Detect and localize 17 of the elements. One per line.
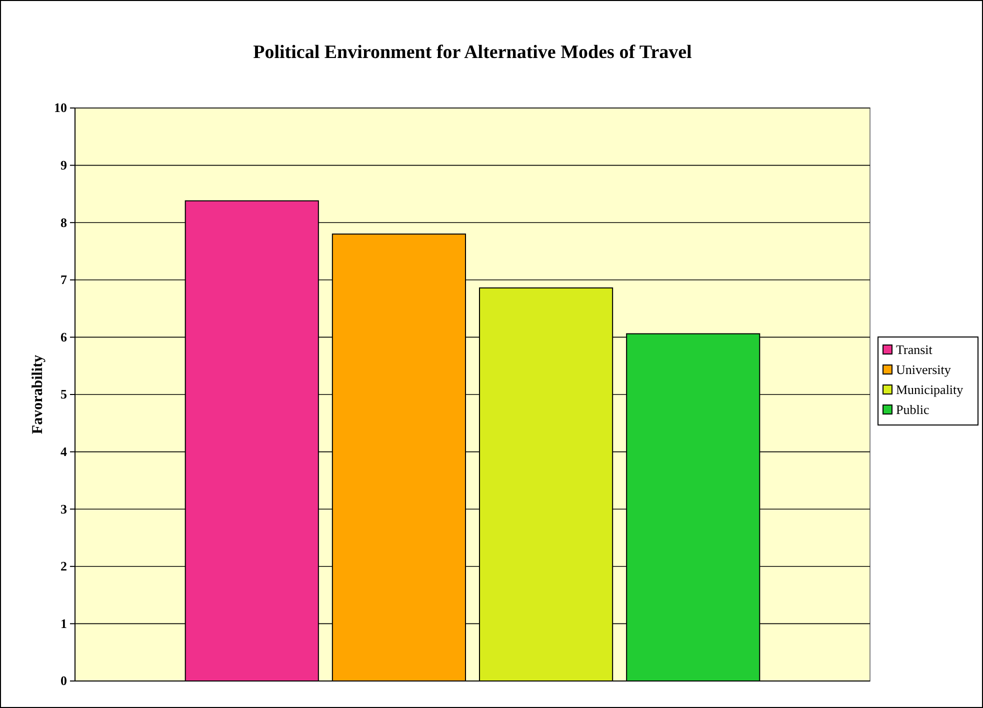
y-tick-label: 7 <box>60 272 68 288</box>
y-tick-label: 1 <box>60 616 67 631</box>
y-tick-label: 10 <box>54 100 67 116</box>
y-tick-label: 0 <box>60 673 67 688</box>
y-tick-label: 8 <box>60 214 68 230</box>
y-tick-label: 4 <box>60 444 68 459</box>
legend-label: Municipality <box>896 382 964 397</box>
legend-label: Transit <box>896 342 933 357</box>
legend-label: Public <box>896 402 930 417</box>
legend-label: University <box>896 362 952 377</box>
y-tick-label: 2 <box>60 558 67 574</box>
chart-title: Political Environment for Alternative Modes of Travel <box>253 42 692 63</box>
y-tick-label: 6 <box>60 329 68 344</box>
y-tick-label: 9 <box>60 157 68 172</box>
y-tick-label: 3 <box>60 501 68 516</box>
y-tick-label: 5 <box>60 386 68 402</box>
y-axis-title: Favorability <box>30 354 46 434</box>
